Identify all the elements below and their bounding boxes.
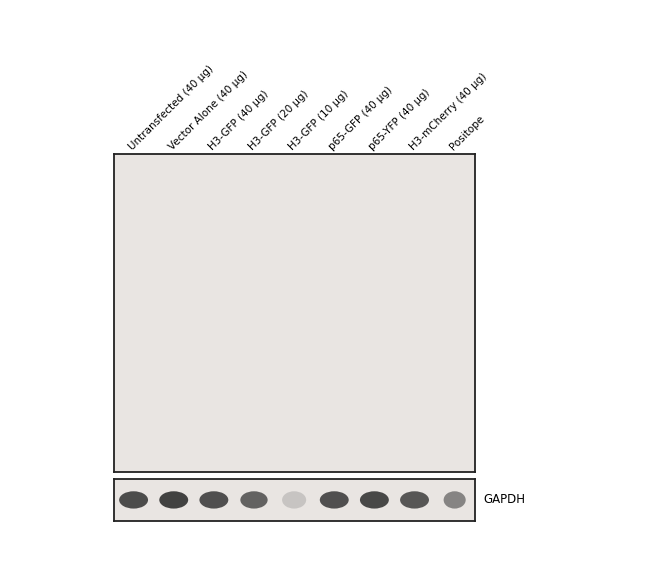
Text: Positope: Positope — [448, 114, 486, 152]
Ellipse shape — [119, 491, 148, 509]
Text: H3-GFP (20 μg): H3-GFP (20 μg) — [247, 89, 310, 152]
Text: p65-GFP (40 μg): p65-GFP (40 μg) — [327, 85, 395, 152]
Ellipse shape — [443, 491, 465, 509]
Text: H3-GFP (40 μg): H3-GFP (40 μg) — [207, 89, 270, 152]
Text: Vector Alone (40 μg): Vector Alone (40 μg) — [166, 69, 250, 152]
Ellipse shape — [400, 491, 429, 509]
Ellipse shape — [200, 491, 228, 509]
Ellipse shape — [240, 491, 268, 509]
Text: Untransfected (40 μg): Untransfected (40 μg) — [127, 63, 215, 152]
Ellipse shape — [159, 491, 188, 509]
Ellipse shape — [282, 491, 306, 509]
Text: GAPDH: GAPDH — [484, 494, 525, 506]
Ellipse shape — [320, 491, 348, 509]
Text: p65-YFP (40 μg): p65-YFP (40 μg) — [367, 88, 432, 152]
Text: H3-mCherry (40 μg): H3-mCherry (40 μg) — [408, 72, 488, 152]
Text: H3-GFP (10 μg): H3-GFP (10 μg) — [287, 89, 350, 152]
Ellipse shape — [360, 491, 389, 509]
